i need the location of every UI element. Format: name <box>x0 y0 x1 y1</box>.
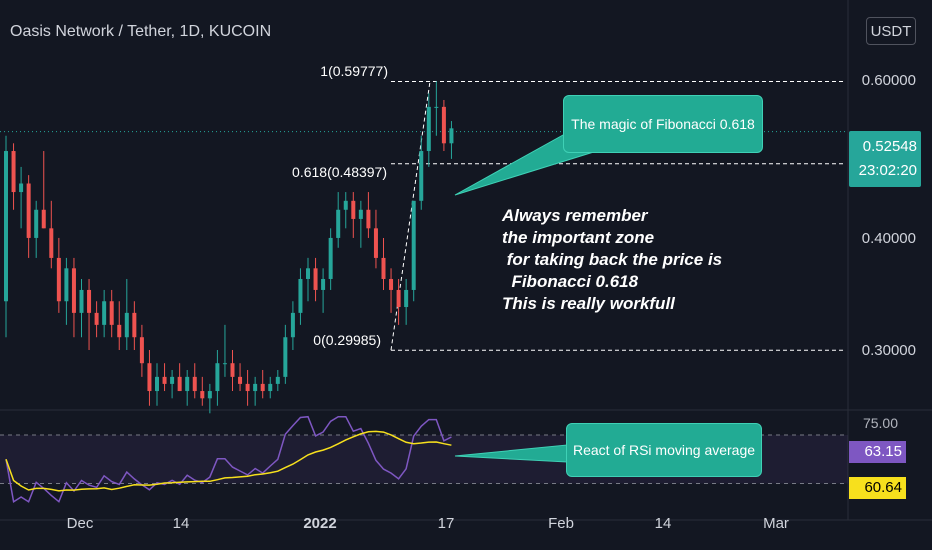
x-tick-label: 17 <box>438 515 455 532</box>
rsi-pane[interactable]: 75.00 <box>0 415 898 504</box>
candle-body <box>109 301 114 325</box>
candle-body <box>102 301 107 325</box>
candle-body <box>449 128 454 144</box>
candle-body <box>351 200 356 219</box>
candle-body <box>426 106 431 152</box>
candle-body <box>26 183 31 238</box>
candlestick-series[interactable] <box>4 81 454 414</box>
fib-label-0: 0(0.29985) <box>313 332 381 348</box>
candle-body <box>389 278 394 290</box>
candle-body <box>132 312 137 338</box>
y-tick-label: 0.30000 <box>862 342 916 359</box>
candle-body <box>321 278 326 290</box>
fibonacci-retracement[interactable]: 1(0.59777) 0.618(0.48397) 0(0.29985) <box>292 63 846 351</box>
candle-body <box>79 289 84 313</box>
candle-body <box>328 237 333 279</box>
fib-label-0618: 0.618(0.48397) <box>292 164 387 180</box>
candle-body <box>298 278 303 313</box>
candle-body <box>343 200 348 210</box>
x-tick-label: Feb <box>548 515 574 532</box>
candle-body <box>230 363 235 377</box>
candle-body <box>64 268 69 302</box>
candle-body <box>245 383 250 392</box>
currency-button[interactable]: USDT <box>866 17 916 45</box>
candle-body <box>268 383 273 392</box>
fib-label-1: 1(0.59777) <box>320 63 388 79</box>
candle-body <box>170 376 175 384</box>
candle-body <box>56 257 61 302</box>
rsi-axis-label: 75.00 <box>863 415 898 431</box>
rsi-line <box>5 415 452 504</box>
candle-body <box>4 151 8 302</box>
candle-body <box>155 376 159 392</box>
candle-body <box>404 289 409 308</box>
candle-body <box>215 363 220 392</box>
candle-body <box>419 151 424 201</box>
candle-body <box>177 376 182 392</box>
candle-body <box>124 312 129 338</box>
fib-trend-line <box>390 81 431 351</box>
rsi-callout[interactable]: React of RSi moving average <box>566 423 762 477</box>
rsi-value-badge: 63.15 <box>849 441 906 463</box>
candle-body <box>238 376 243 384</box>
candle-body <box>336 209 341 238</box>
y-tick-label: 0.40000 <box>862 230 916 247</box>
rsi-ma-value-badge: 60.64 <box>849 477 906 499</box>
chart-grid <box>0 0 932 521</box>
chart-title: Oasis Network / Tether, 1D, KUCOIN <box>10 23 272 40</box>
candle-body <box>207 391 212 399</box>
candle-body <box>49 228 54 258</box>
candle-body <box>147 363 152 392</box>
last-price-value: 0.52548 <box>862 138 917 155</box>
candle-body <box>283 337 288 377</box>
candle-body <box>87 289 92 313</box>
analysis-note[interactable]: Always remember the important zone for t… <box>502 206 723 313</box>
candle-body <box>358 209 363 219</box>
x-tick-label: 2022 <box>303 515 336 532</box>
candle-body <box>185 376 190 392</box>
candle-body <box>381 257 386 279</box>
candle-body <box>117 324 122 338</box>
x-tick-label: 14 <box>655 515 672 532</box>
candle-body <box>260 383 265 392</box>
candle-body <box>411 200 416 290</box>
candle-body <box>11 151 16 193</box>
candle-body <box>275 376 280 384</box>
y-tick-label: 0.60000 <box>862 72 916 89</box>
candle-body <box>19 183 24 193</box>
candle-body <box>139 337 144 364</box>
candle-body <box>290 312 295 338</box>
candle-body <box>192 376 197 392</box>
candle-body <box>71 268 76 313</box>
candle-body <box>162 376 167 384</box>
candle-body <box>94 312 99 325</box>
candle-body <box>366 209 371 229</box>
fib-callout[interactable]: The magic of Fibonacci 0.618 <box>563 95 763 153</box>
candle-body <box>200 391 205 399</box>
candle-body <box>441 106 446 144</box>
x-tick-label: Dec <box>67 515 94 532</box>
last-price-badge: 0.52548 23:02:20 <box>849 131 921 187</box>
candle-body <box>253 383 258 392</box>
x-tick-label: Mar <box>763 515 789 532</box>
candle-body <box>434 106 439 108</box>
candle-body <box>396 289 401 308</box>
candle-body <box>373 228 378 258</box>
rsi-ma-line <box>5 430 452 492</box>
candle-body <box>306 268 310 279</box>
x-tick-label: 14 <box>173 515 190 532</box>
bar-countdown: 23:02:20 <box>858 162 917 179</box>
chart-axes: 0.60000 0.40000 0.30000 Dec 14 2022 17 Feb 14 Mar <box>67 72 916 532</box>
candle-body <box>313 268 318 290</box>
candle-body <box>41 209 46 229</box>
candle-body <box>34 209 39 238</box>
candle-body <box>222 363 227 365</box>
